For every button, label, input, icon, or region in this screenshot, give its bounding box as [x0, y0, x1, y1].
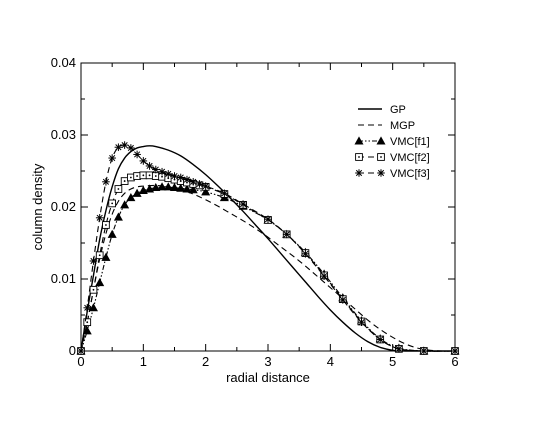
x-tick-label: 3 — [264, 354, 271, 369]
legend-entry-2: MGP — [358, 120, 415, 132]
series-point-4 — [127, 173, 135, 182]
series-point-3 — [107, 229, 117, 238]
series-line-2 — [80, 184, 456, 352]
series-point-3 — [188, 185, 198, 194]
series-point-5 — [282, 230, 291, 239]
legend-entry-5: VMC[f3] — [355, 168, 430, 180]
series-point-5 — [102, 178, 110, 186]
legend-label: VMC[f1] — [390, 136, 430, 148]
legend-marker — [377, 153, 385, 161]
series-point-3 — [145, 184, 155, 193]
y-axis-label: column density — [30, 163, 45, 250]
series-line-3 — [80, 186, 456, 352]
x-tick-label: 6 — [451, 354, 458, 369]
series-point-3 — [113, 212, 123, 221]
series-point-5 — [83, 304, 92, 312]
legend-marker — [354, 136, 364, 145]
series-point-5 — [133, 150, 141, 159]
series-point-5 — [220, 189, 229, 198]
y-tick-label: 0.03 — [51, 127, 76, 142]
series-line-4 — [80, 174, 456, 352]
series-point-5 — [201, 182, 210, 190]
series-point-5 — [376, 335, 384, 344]
x-tick-label: 1 — [140, 354, 147, 369]
series-point-3 — [95, 277, 105, 287]
series-point-3 — [138, 185, 148, 194]
series-point-4 — [133, 172, 141, 180]
series-point-5 — [127, 144, 135, 152]
series-point-4 — [139, 171, 148, 180]
series-point-5 — [176, 173, 185, 182]
series-point-5 — [120, 141, 129, 149]
series-point-5 — [95, 214, 104, 222]
y-tick-label: 0.02 — [51, 199, 76, 214]
series-point-3 — [169, 182, 180, 192]
series-point-3 — [88, 303, 98, 312]
series-point-3 — [132, 188, 142, 197]
series-point-3 — [120, 200, 130, 209]
legend-entry-3: VMC[f1] — [354, 136, 430, 148]
x-tick-label: 2 — [202, 354, 209, 369]
series-point-5 — [301, 250, 310, 258]
series-point-4 — [120, 177, 129, 185]
series-point-4 — [114, 185, 123, 193]
series-point-5 — [139, 157, 148, 165]
y-tick-label: 0.01 — [51, 271, 76, 286]
legend: GP MGP VMC[f1] VMC[f2] VMC[f3] — [354, 104, 430, 180]
series-point-3 — [176, 183, 186, 192]
legend-label: VMC[f3] — [390, 168, 430, 180]
series-point-3 — [157, 182, 167, 191]
series-point-4 — [108, 199, 117, 208]
series-point-5 — [114, 143, 123, 152]
series-point-5 — [264, 215, 272, 224]
series-point-5 — [170, 172, 179, 180]
legend-label: MGP — [390, 120, 415, 132]
series-point-5 — [195, 180, 204, 188]
x-tick-label: 4 — [327, 354, 334, 369]
legend-marker — [355, 169, 363, 177]
series-point-3 — [201, 187, 211, 196]
legend-entry-1: GP — [358, 104, 406, 116]
legend-label: GP — [390, 104, 406, 116]
series-point-5 — [164, 170, 173, 178]
x-tick-label: 0 — [77, 354, 84, 369]
series-point-5 — [108, 154, 116, 162]
ticks: 0 1 2 3 4 5 6 0 0.01 0.02 0.03 0.04 — [51, 55, 459, 369]
legend-label: VMC[f2] — [390, 152, 430, 164]
y-tick-label: 0.04 — [51, 55, 76, 70]
series-point-5 — [239, 200, 247, 208]
series-point-3 — [163, 182, 173, 191]
series-point-5 — [189, 178, 197, 186]
series-point-5 — [145, 162, 154, 170]
series-point-4 — [89, 285, 98, 294]
legend-entry-4: VMC[f2] — [355, 152, 430, 164]
series-point-5 — [152, 165, 160, 174]
series-point-5 — [320, 272, 328, 280]
series-point-4 — [151, 172, 160, 180]
series-point-5 — [339, 296, 347, 304]
series-point-4 — [102, 221, 110, 229]
legend-marker — [377, 169, 385, 177]
series-point-3 — [151, 182, 161, 192]
series-point-3 — [101, 252, 111, 261]
x-axis-label: radial distance — [226, 370, 310, 385]
series-point-5 — [183, 175, 191, 184]
series-point-5 — [158, 167, 166, 176]
series-point-5 — [357, 318, 366, 326]
series-point-3 — [126, 193, 136, 202]
series-point-4 — [83, 318, 92, 327]
series-point-5 — [89, 257, 98, 265]
series-point-4 — [145, 171, 154, 180]
series-point-3 — [182, 184, 192, 193]
legend-marker — [355, 153, 363, 161]
y-tick-label: 0 — [69, 343, 76, 358]
legend-marker — [376, 136, 386, 145]
x-tick-label: 5 — [389, 354, 396, 369]
series-point-4 — [95, 251, 104, 260]
